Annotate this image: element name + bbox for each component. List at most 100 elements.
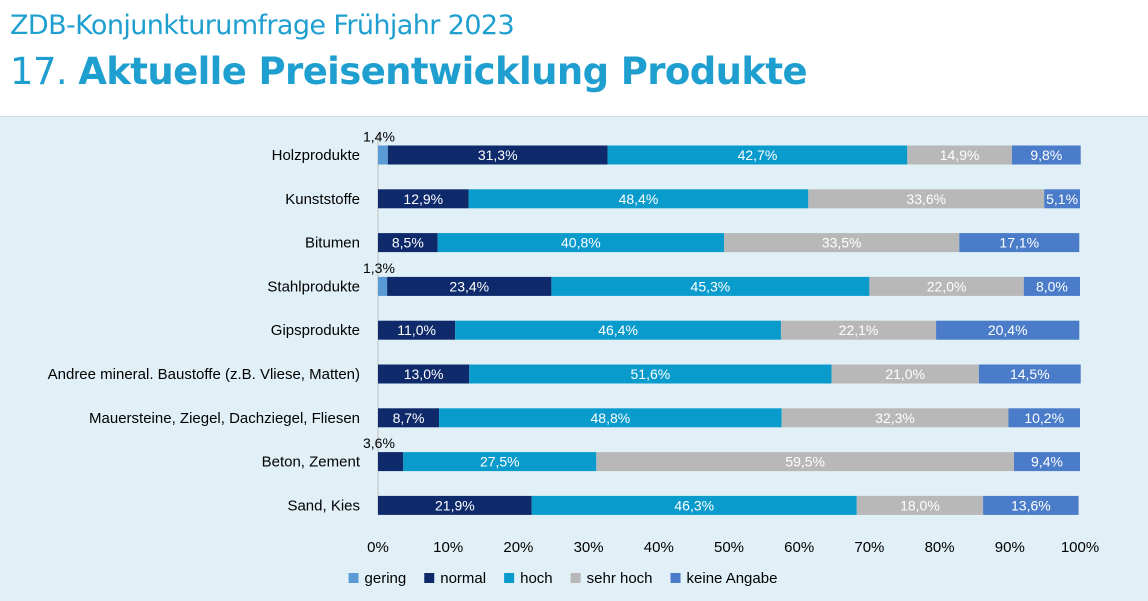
- bar-segment-hoch: [531, 495, 857, 515]
- data-label: 12,9%: [403, 191, 443, 207]
- bar-segment-hoch: [468, 189, 809, 209]
- data-label: 33,5%: [822, 235, 862, 251]
- data-label: 1,3%: [363, 260, 395, 276]
- x-tick-label: 100%: [1061, 539, 1099, 556]
- data-label: 5,1%: [1046, 191, 1078, 207]
- legend-swatch-sehr-hoch: [570, 573, 581, 583]
- data-label: 46,3%: [674, 497, 714, 513]
- x-tick-label: 20%: [503, 539, 533, 556]
- title-text: Aktuelle Preisentwicklung Produkte: [78, 50, 807, 93]
- bar-segment-sehr-hoch: [831, 364, 979, 384]
- bar-segment-sehr-hoch: [780, 320, 937, 340]
- bar-segment-hoch: [469, 364, 832, 384]
- x-tick-label: 0%: [367, 539, 389, 556]
- bar-segment-sehr-hoch: [596, 452, 1015, 472]
- data-label: 45,3%: [691, 278, 731, 294]
- data-label: 8,7%: [393, 410, 425, 426]
- bar-segment-gering: [378, 145, 388, 165]
- data-label: 13,6%: [1011, 497, 1051, 513]
- data-label: 14,5%: [1010, 366, 1050, 382]
- legend-label: keine Angabe: [687, 570, 778, 587]
- bar-segment-normal: [378, 189, 469, 209]
- data-label: 23,4%: [449, 278, 489, 294]
- data-label: 48,8%: [591, 410, 631, 426]
- bar-segment-keine-Angabe: [978, 364, 1081, 384]
- legend-swatch-normal: [424, 573, 435, 583]
- data-label: 20,4%: [988, 322, 1028, 338]
- data-label: 18,0%: [900, 497, 940, 513]
- data-label: 51,6%: [631, 366, 671, 382]
- data-label: 8,0%: [1036, 278, 1068, 294]
- bar-segment-keine-Angabe: [1008, 408, 1080, 428]
- data-label: 10,2%: [1024, 410, 1064, 426]
- data-label: 11,0%: [397, 322, 436, 338]
- data-label: 17,1%: [999, 235, 1039, 251]
- bar-segment-normal: [378, 364, 470, 384]
- title-number: 17.: [10, 50, 68, 93]
- data-label: 8,5%: [392, 235, 424, 251]
- category-label: Bitumen: [305, 235, 360, 252]
- legend-swatch-gering: [348, 573, 359, 583]
- bar-segment-hoch: [607, 145, 908, 165]
- legend-label: hoch: [520, 570, 553, 587]
- bar-segment-normal: [378, 408, 440, 428]
- bar-segment-hoch: [437, 233, 725, 253]
- x-tick-label: 60%: [784, 539, 814, 556]
- bar-segment-hoch: [551, 276, 870, 296]
- data-label: 40,8%: [561, 235, 601, 251]
- category-label: Mauersteine, Ziegel, Dachziegel, Fliesen: [89, 410, 360, 427]
- bar-segment-keine-Angabe: [1014, 452, 1080, 472]
- legend-label: gering: [365, 570, 407, 587]
- chart-panel: Holzprodukte 1,4% 31,3% 42,7% 14,9% 9,8% Kunst…: [0, 116, 1148, 601]
- data-label: 14,9%: [940, 147, 980, 163]
- bar-segment-sehr-hoch: [869, 276, 1024, 296]
- x-tick-label: 70%: [854, 539, 884, 556]
- bar-segment-sehr-hoch: [907, 145, 1012, 165]
- legend-label: sehr hoch: [587, 570, 653, 587]
- bar-segment-hoch: [455, 320, 781, 340]
- bar-segment-keine-Angabe: [983, 495, 1079, 515]
- data-label: 21,0%: [885, 366, 925, 382]
- data-label: 9,4%: [1031, 454, 1063, 470]
- bar-segment-normal: [378, 452, 404, 472]
- bar-segment-keine-Angabe: [959, 233, 1080, 253]
- data-label: 1,4%: [363, 129, 395, 145]
- bar-segment-keine-Angabe: [936, 320, 1080, 340]
- legend-swatch-hoch: [504, 573, 515, 583]
- bar-segment-keine-Angabe: [1011, 145, 1081, 165]
- data-label: 22,1%: [839, 322, 879, 338]
- x-tick-label: 90%: [995, 539, 1025, 556]
- bar-segment-normal: [378, 320, 456, 340]
- header: ZDB-Konjunkturumfrage Frühjahr 2023 17. …: [0, 0, 1148, 116]
- bar-segment-hoch: [439, 408, 782, 428]
- bar-segment-sehr-hoch: [724, 233, 960, 253]
- data-label: 59,5%: [785, 454, 825, 470]
- bar-segment-keine-Angabe: [1023, 276, 1080, 296]
- category-label: Beton, Zement: [262, 454, 361, 471]
- bar-segment-normal: [387, 276, 552, 296]
- x-tick-label: 80%: [925, 539, 955, 556]
- data-label: 46,4%: [598, 322, 638, 338]
- category-label: Kunststoffe: [285, 191, 360, 208]
- data-label: 21,9%: [435, 497, 475, 513]
- bar-segment-normal: [387, 145, 608, 165]
- category-label: Andree mineral. Baustoffe (z.B. Vliese, …: [48, 366, 360, 383]
- data-label: 33,6%: [906, 191, 946, 207]
- data-label: 32,3%: [875, 410, 915, 426]
- category-label: Gipsprodukte: [271, 322, 360, 339]
- data-label: 9,8%: [1030, 147, 1062, 163]
- x-tick-label: 50%: [714, 539, 744, 556]
- bar-segment-normal: [378, 495, 532, 515]
- data-label: 27,5%: [480, 454, 520, 470]
- data-label: 13,0%: [404, 366, 444, 382]
- data-label: 48,4%: [619, 191, 659, 207]
- x-tick-label: 10%: [433, 539, 463, 556]
- bar-segment-sehr-hoch: [781, 408, 1009, 428]
- bar-segment-keine-Angabe: [1044, 189, 1080, 209]
- bar-segment-sehr-hoch: [808, 189, 1045, 209]
- page-title: 17. Aktuelle Preisentwicklung Produkte: [10, 50, 808, 93]
- category-label: Holzprodukte: [272, 147, 360, 164]
- legend-label: normal: [440, 570, 486, 587]
- bar-segment-gering: [378, 276, 388, 296]
